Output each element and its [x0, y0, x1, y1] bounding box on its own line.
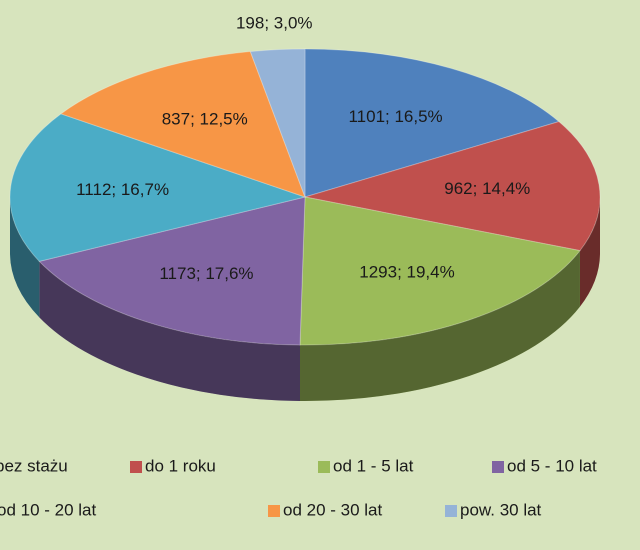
slice	[249, 48, 306, 198]
legend-label: bez stażu	[0, 456, 68, 475]
legend-swatch	[318, 461, 330, 473]
slice-side-shade	[579, 197, 600, 307]
legend-label: od 1 - 5 lat	[333, 456, 414, 475]
legend-swatch	[445, 505, 457, 517]
legend-label: od 20 - 30 lat	[283, 500, 383, 519]
slice-side-shade	[300, 250, 580, 401]
data-label: 1101; 16,5%	[348, 107, 442, 126]
slice-side	[39, 261, 301, 401]
legend-label: pow. 30 lat	[460, 500, 542, 519]
legend-swatch	[130, 461, 142, 473]
data-label: 837; 12,5%	[162, 110, 248, 129]
slice	[59, 51, 306, 198]
slice-side	[300, 250, 580, 401]
legend-label: od 5 - 10 lat	[507, 456, 597, 475]
slice	[304, 48, 560, 198]
slice	[299, 196, 581, 346]
slice	[304, 121, 601, 252]
slice-side-shade	[39, 261, 301, 401]
data-label: 198; 3,0%	[236, 13, 313, 32]
slice-side	[579, 197, 600, 307]
legend-swatch	[268, 505, 280, 517]
data-label: 962; 14,4%	[444, 179, 530, 198]
slice	[9, 113, 307, 262]
legend-label: do 1 roku	[145, 456, 216, 475]
slice	[38, 196, 306, 346]
slice-side	[10, 197, 40, 318]
slice-side-shade	[10, 197, 40, 318]
data-label: 1173; 17,6%	[159, 264, 253, 283]
legend-swatch	[492, 461, 504, 473]
data-label: 1112; 16,7%	[76, 180, 169, 199]
data-label: 1293; 19,4%	[359, 263, 454, 282]
legend-label: od 10 - 20 lat	[0, 500, 97, 519]
